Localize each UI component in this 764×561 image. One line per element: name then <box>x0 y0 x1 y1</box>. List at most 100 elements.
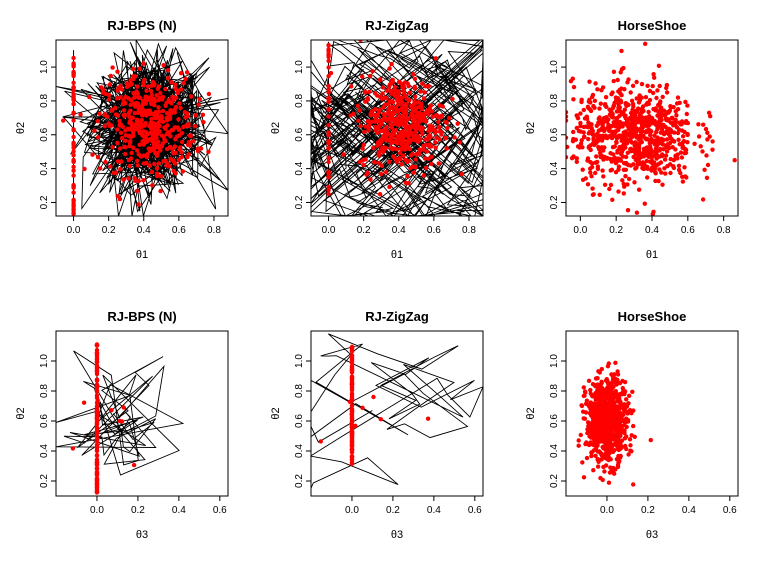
data-point <box>634 96 639 101</box>
data-point <box>430 114 435 120</box>
data-point <box>87 94 92 100</box>
data-point <box>117 146 123 151</box>
data-point <box>158 148 163 153</box>
x-tick-label: 0.0 <box>67 225 81 236</box>
data-point <box>605 385 610 390</box>
data-point <box>171 168 176 174</box>
data-point <box>629 433 634 438</box>
data-point <box>604 441 609 446</box>
data-point <box>622 402 627 407</box>
data-point <box>633 166 638 171</box>
zero-axis-point <box>326 169 331 174</box>
y-tick-label: 1.0 <box>39 354 50 368</box>
data-point <box>655 88 660 93</box>
data-point <box>582 389 588 394</box>
data-point <box>657 167 662 172</box>
data-point <box>401 88 407 93</box>
data-point <box>152 113 157 119</box>
zero-axis-point <box>71 168 76 173</box>
data-point <box>649 140 654 145</box>
panel-title: RJ-ZigZag <box>365 18 429 33</box>
data-point <box>603 95 609 100</box>
data-point <box>161 159 166 164</box>
data-point <box>123 101 128 106</box>
data-point <box>574 156 579 161</box>
data-point <box>158 90 163 96</box>
data-point <box>183 76 188 82</box>
y-tick-label: 0.2 <box>39 474 50 488</box>
data-point <box>134 158 140 163</box>
data-point <box>152 81 157 87</box>
data-point <box>596 120 601 125</box>
x-tick-label: 0.4 <box>172 505 186 516</box>
data-point <box>131 462 137 468</box>
plot-area <box>576 360 653 487</box>
y-tick-label: 0.8 <box>294 384 305 398</box>
y-tick-label: 0.4 <box>549 161 560 175</box>
data-point <box>133 121 139 127</box>
data-point <box>606 128 612 133</box>
data-point <box>110 65 115 70</box>
data-point <box>400 103 405 108</box>
data-point <box>616 453 621 459</box>
data-point <box>680 134 686 139</box>
zero-axis-point <box>94 378 100 383</box>
zero-axis-point <box>71 145 76 150</box>
data-point <box>410 164 415 169</box>
zero-axis-point <box>326 83 331 89</box>
data-point <box>606 480 612 485</box>
data-point <box>664 130 669 135</box>
x-tick-label: 0.6 <box>172 225 186 236</box>
data-point <box>667 108 672 113</box>
data-point <box>649 149 654 155</box>
data-point <box>590 132 595 137</box>
data-point <box>126 96 131 101</box>
data-point <box>115 159 121 164</box>
data-point <box>612 467 617 472</box>
data-point <box>384 96 389 101</box>
data-point <box>393 127 398 133</box>
data-point <box>629 411 634 416</box>
data-point <box>386 159 392 164</box>
data-point <box>630 116 636 121</box>
plot-frame <box>310 39 484 217</box>
data-point <box>615 441 620 446</box>
zero-axis-point <box>326 65 331 70</box>
data-point <box>696 122 701 127</box>
data-point <box>365 96 370 101</box>
data-point <box>604 426 609 431</box>
zero-axis-point <box>326 133 331 138</box>
data-point <box>145 152 150 157</box>
data-point <box>643 153 649 158</box>
data-point <box>395 98 400 103</box>
zero-axis-point <box>94 415 100 420</box>
data-point <box>123 151 128 157</box>
zero-axis-point <box>326 99 331 105</box>
plot-area <box>566 41 737 216</box>
data-point <box>135 91 140 96</box>
data-point <box>654 163 659 168</box>
zero-axis-point <box>94 388 100 393</box>
data-point <box>201 120 206 125</box>
data-point <box>613 120 618 126</box>
zero-axis-point <box>326 174 331 179</box>
data-point <box>396 93 401 98</box>
data-point <box>150 183 155 188</box>
data-point <box>379 163 385 168</box>
data-point <box>97 111 102 116</box>
data-point <box>360 146 365 151</box>
data-point <box>629 140 634 145</box>
data-point <box>357 108 363 113</box>
data-point <box>412 121 417 127</box>
data-point <box>643 95 649 100</box>
data-point <box>636 187 642 192</box>
data-point <box>378 171 384 177</box>
data-point <box>452 135 457 140</box>
data-point <box>175 90 180 96</box>
data-point <box>185 142 191 148</box>
data-point <box>147 163 152 168</box>
data-point <box>685 103 690 108</box>
y-tick-label: 0.6 <box>294 414 305 428</box>
data-point <box>407 128 412 133</box>
data-point <box>599 138 605 143</box>
